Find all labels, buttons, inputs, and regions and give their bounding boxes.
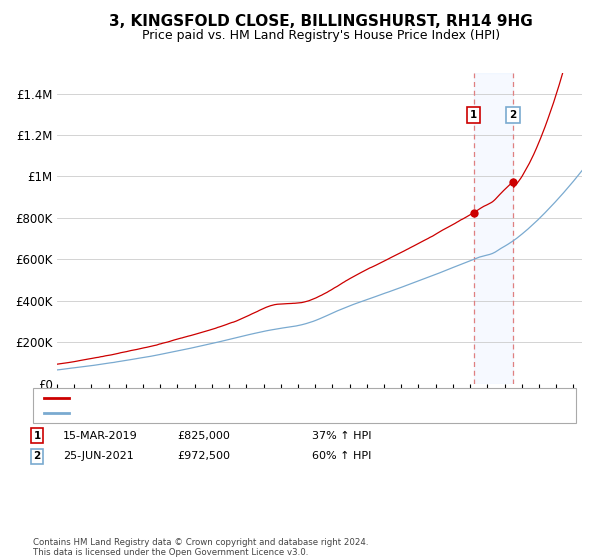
Text: 2: 2 [509, 110, 517, 120]
Text: Contains HM Land Registry data © Crown copyright and database right 2024.
This d: Contains HM Land Registry data © Crown c… [33, 538, 368, 557]
Text: Price paid vs. HM Land Registry's House Price Index (HPI): Price paid vs. HM Land Registry's House … [142, 29, 500, 42]
Text: £972,500: £972,500 [177, 451, 230, 461]
Text: 2: 2 [34, 451, 41, 461]
Text: 1: 1 [34, 431, 41, 441]
Bar [474, 73, 513, 384]
Text: 1: 1 [470, 110, 478, 120]
Text: 25-JUN-2021: 25-JUN-2021 [63, 451, 134, 461]
Text: £825,000: £825,000 [177, 431, 230, 441]
Text: 3, KINGSFOLD CLOSE, BILLINGSHURST, RH14 9HG: 3, KINGSFOLD CLOSE, BILLINGSHURST, RH14 … [109, 14, 533, 29]
Text: HPI: Average price, detached house, Horsham: HPI: Average price, detached house, Hors… [74, 408, 314, 418]
Text: 60% ↑ HPI: 60% ↑ HPI [312, 451, 371, 461]
Text: 37% ↑ HPI: 37% ↑ HPI [312, 431, 371, 441]
Text: 3, KINGSFOLD CLOSE, BILLINGSHURST, RH14 9HG (detached house): 3, KINGSFOLD CLOSE, BILLINGSHURST, RH14 … [74, 393, 429, 403]
Text: 15-MAR-2019: 15-MAR-2019 [63, 431, 138, 441]
